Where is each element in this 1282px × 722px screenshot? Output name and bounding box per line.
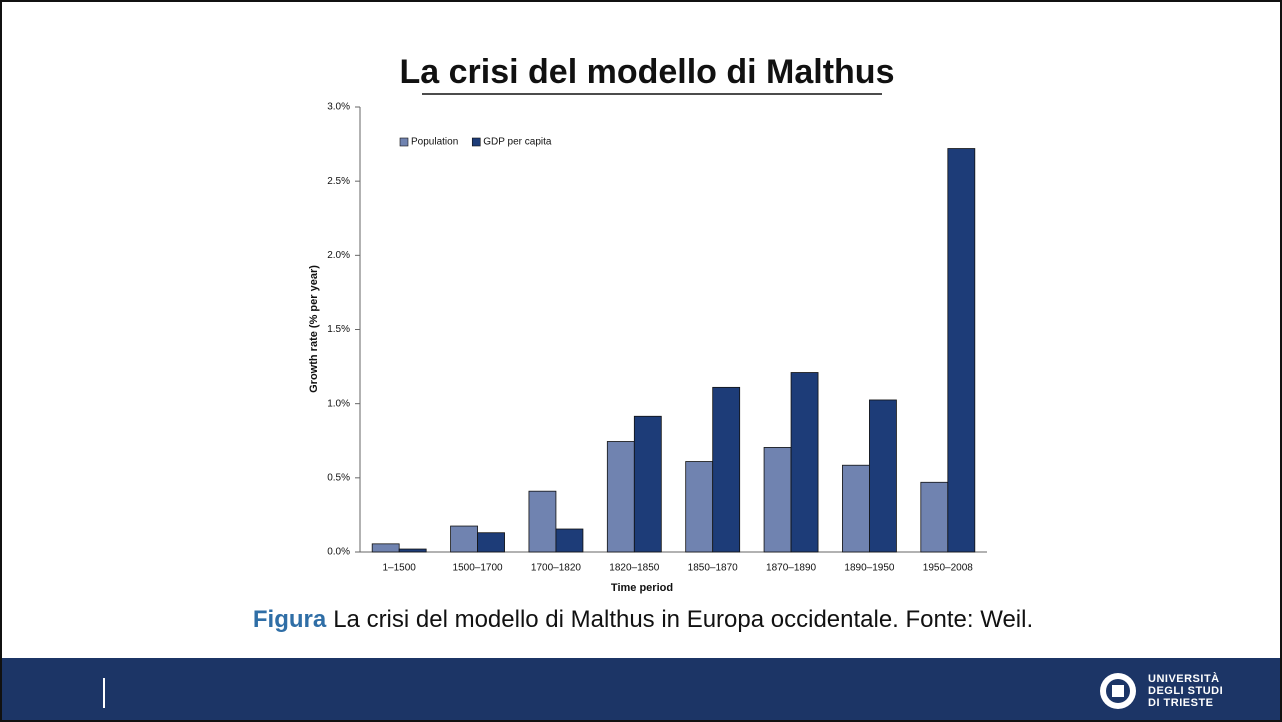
x-tick-label: 1500–1700 (453, 563, 503, 574)
legend-label: GDP per capita (483, 137, 552, 148)
bar (685, 461, 714, 553)
footer: UNIVERSITÀ DEGLI STUDI DI TRIESTE (2, 658, 1280, 720)
bar (790, 372, 819, 553)
bar (477, 532, 505, 553)
x-tick-label: 1950–2008 (923, 563, 973, 574)
x-axis-label: Time period (611, 582, 673, 594)
caption: Figura La crisi del modello di Malthus in… (2, 606, 1280, 634)
y-tick-label: 0.0% (327, 547, 350, 558)
x-tick-label: 1700–1820 (531, 563, 581, 574)
x-tick-label: 1870–1890 (766, 563, 816, 574)
legend-swatch (399, 137, 409, 147)
bar (920, 481, 949, 553)
chart: La crisi del modello di Malthus Time per… (308, 53, 987, 594)
legend-label: Population (411, 137, 458, 148)
x-tick-label: 1–1500 (383, 563, 417, 574)
bar (450, 525, 478, 553)
x-tick-label: 1820–1850 (609, 563, 659, 574)
logo-seal (1100, 673, 1136, 709)
bar (712, 386, 741, 553)
y-tick-label: 0.5% (327, 472, 350, 483)
bar (633, 415, 662, 553)
bar (606, 441, 635, 553)
slide-title: La crisi del modello di Malthus (400, 53, 895, 91)
legend-swatch (471, 137, 481, 147)
logo-line: DI TRIESTE (1148, 697, 1214, 709)
bar (398, 548, 427, 553)
y-tick-label: 1.0% (327, 398, 350, 409)
bar (763, 447, 792, 553)
y-tick-label: 1.5% (327, 324, 350, 335)
logo-line: DEGLI STUDI (1148, 685, 1224, 697)
y-axis-label: Growth rate (% per year) (308, 265, 320, 393)
footer-divider (103, 678, 105, 708)
y-tick-label: 2.5% (327, 176, 350, 187)
bar (371, 543, 400, 553)
bar (947, 148, 976, 553)
y-tick-label: 3.0% (327, 102, 350, 113)
caption-label: Figura (252, 606, 327, 633)
bar (528, 490, 557, 553)
logo-text: UNIVERSITÀ DEGLI STUDI DI TRIESTE (1148, 673, 1223, 709)
caption-text: La crisi del modello di Malthus in Europ… (333, 606, 1034, 633)
y-tick-label: 2.0% (327, 250, 350, 261)
bar (555, 528, 584, 553)
bar (842, 464, 870, 553)
x-tick-label: 1850–1870 (688, 563, 738, 574)
x-tick-label: 1890–1950 (844, 563, 894, 574)
logo-line: UNIVERSITÀ (1148, 673, 1220, 685)
bar (869, 399, 897, 553)
